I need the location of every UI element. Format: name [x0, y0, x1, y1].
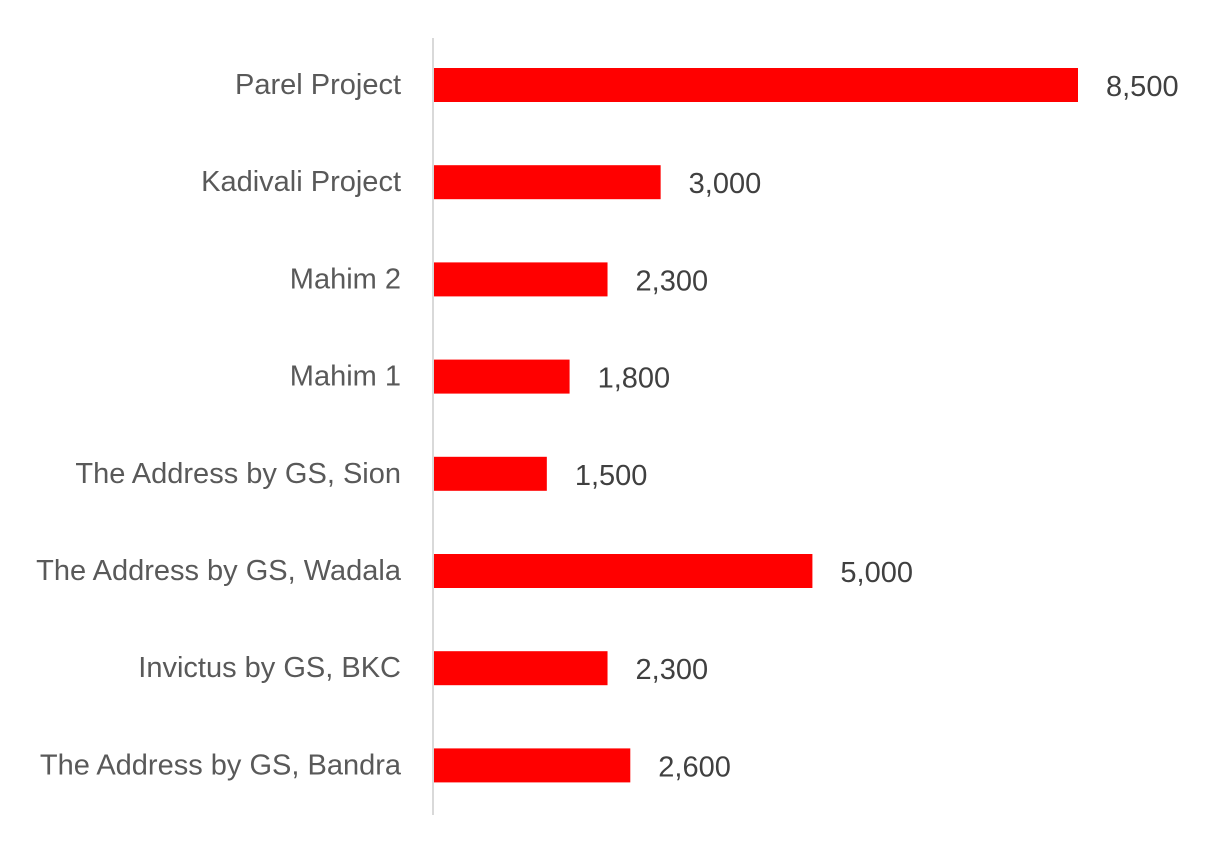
bar	[434, 456, 547, 491]
data-label: 2,300	[636, 654, 709, 686]
data-label: 1,500	[575, 460, 648, 492]
category-label: Parel Project	[235, 69, 401, 101]
bar	[434, 651, 608, 686]
category-label: Invictus by GS, BKC	[138, 652, 401, 684]
category-labels: Parel Project Kadivali Project Mahim 2 Mahi…	[36, 69, 402, 781]
bar	[434, 262, 608, 297]
category-label: Mahim 1	[290, 361, 401, 393]
data-labels: 8,500 3,000 2,300 1,800 1,500 5,000 2,300 2,600	[575, 71, 1179, 783]
category-label: The Address by GS, Sion	[75, 458, 401, 490]
bar	[434, 165, 661, 200]
category-label: The Address by GS, Bandra	[40, 749, 402, 781]
category-label: Mahim 2	[290, 263, 401, 295]
category-label: The Address by GS, Wadala	[36, 555, 402, 587]
data-label: 8,500	[1106, 71, 1179, 103]
data-label: 3,000	[689, 168, 762, 200]
data-label: 2,600	[658, 751, 731, 783]
bar	[434, 748, 631, 783]
bar	[434, 554, 813, 588]
bar	[434, 359, 570, 394]
bars	[434, 68, 1078, 783]
data-label: 1,800	[598, 363, 671, 395]
data-label: 2,300	[636, 265, 709, 297]
data-label: 5,000	[840, 557, 913, 589]
bar	[434, 68, 1078, 102]
category-label: Kadivali Project	[201, 166, 401, 198]
